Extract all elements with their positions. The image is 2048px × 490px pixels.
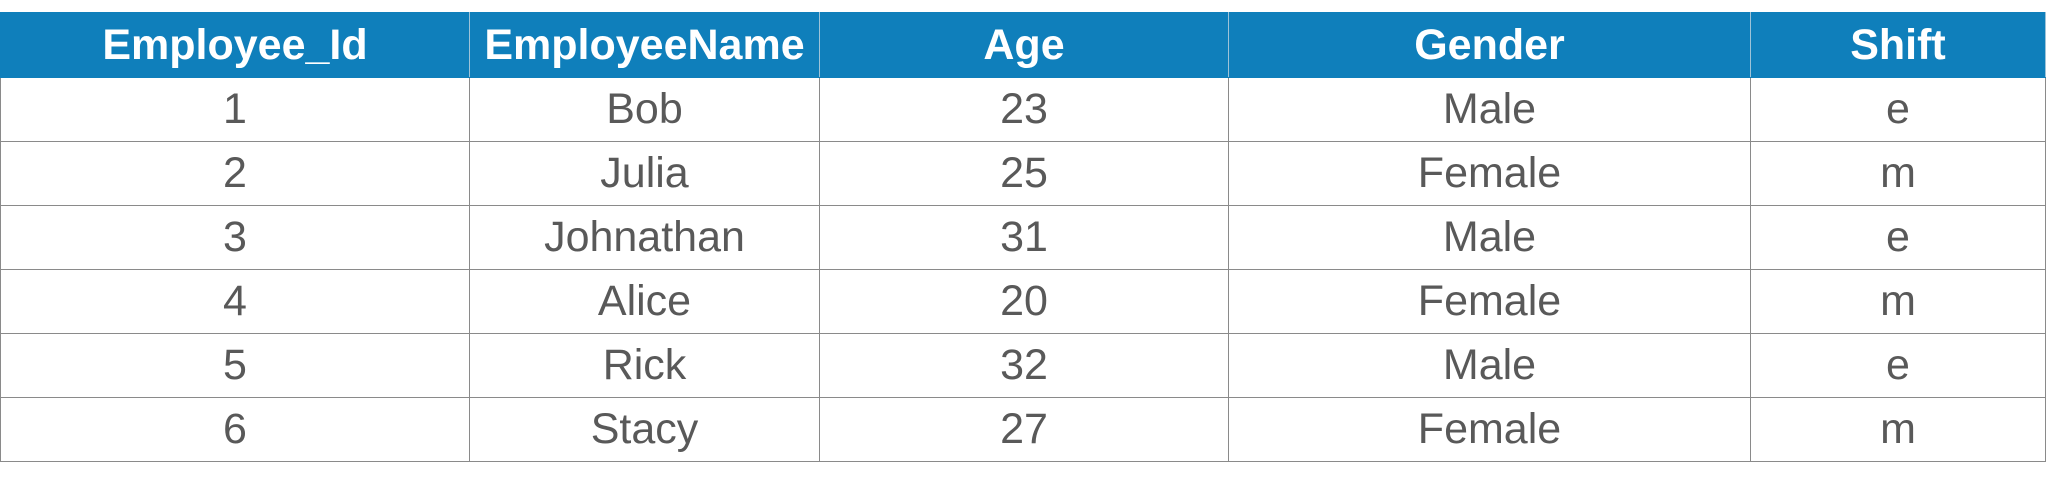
cell-shift: m [1750, 269, 2046, 334]
cell-gender: Male [1228, 333, 1751, 398]
cell-age: 25 [819, 141, 1229, 206]
cell-gender: Male [1228, 205, 1751, 270]
table-row: 6 Stacy 27 Female m [0, 397, 2046, 462]
cell-age: 27 [819, 397, 1229, 462]
column-header-employee-name[interactable]: EmployeeName [469, 12, 820, 78]
cell-employee-id: 1 [0, 77, 470, 142]
cell-gender: Female [1228, 397, 1751, 462]
cell-employee-name: Rick [469, 333, 820, 398]
table-row: 3 Johnathan 31 Male e [0, 205, 2046, 270]
cell-gender: Female [1228, 141, 1751, 206]
table-row: 4 Alice 20 Female m [0, 269, 2046, 334]
employee-table-container: Employee_Id EmployeeName Age Gender Shif… [0, 12, 2048, 462]
cell-shift: m [1750, 397, 2046, 462]
table-row: 5 Rick 32 Male e [0, 333, 2046, 398]
column-header-shift[interactable]: Shift [1750, 12, 2046, 78]
cell-employee-id: 5 [0, 333, 470, 398]
cell-age: 32 [819, 333, 1229, 398]
column-header-employee-id[interactable]: Employee_Id [0, 12, 470, 78]
cell-employee-name: Alice [469, 269, 820, 334]
employee-table: Employee_Id EmployeeName Age Gender Shif… [0, 12, 2046, 462]
cell-shift: e [1750, 333, 2046, 398]
cell-age: 23 [819, 77, 1229, 142]
cell-gender: Male [1228, 77, 1751, 142]
cell-employee-id: 2 [0, 141, 470, 206]
cell-employee-name: Bob [469, 77, 820, 142]
cell-gender: Female [1228, 269, 1751, 334]
cell-employee-id: 6 [0, 397, 470, 462]
column-header-gender[interactable]: Gender [1228, 12, 1751, 78]
cell-shift: e [1750, 205, 2046, 270]
cell-shift: e [1750, 77, 2046, 142]
cell-employee-name: Johnathan [469, 205, 820, 270]
cell-age: 31 [819, 205, 1229, 270]
column-header-age[interactable]: Age [819, 12, 1229, 78]
cell-employee-id: 4 [0, 269, 470, 334]
cell-age: 20 [819, 269, 1229, 334]
cell-shift: m [1750, 141, 2046, 206]
cell-employee-name: Julia [469, 141, 820, 206]
cell-employee-name: Stacy [469, 397, 820, 462]
table-row: 2 Julia 25 Female m [0, 141, 2046, 206]
cell-employee-id: 3 [0, 205, 470, 270]
table-row: 1 Bob 23 Male e [0, 77, 2046, 142]
header-row: Employee_Id EmployeeName Age Gender Shif… [0, 12, 2046, 78]
